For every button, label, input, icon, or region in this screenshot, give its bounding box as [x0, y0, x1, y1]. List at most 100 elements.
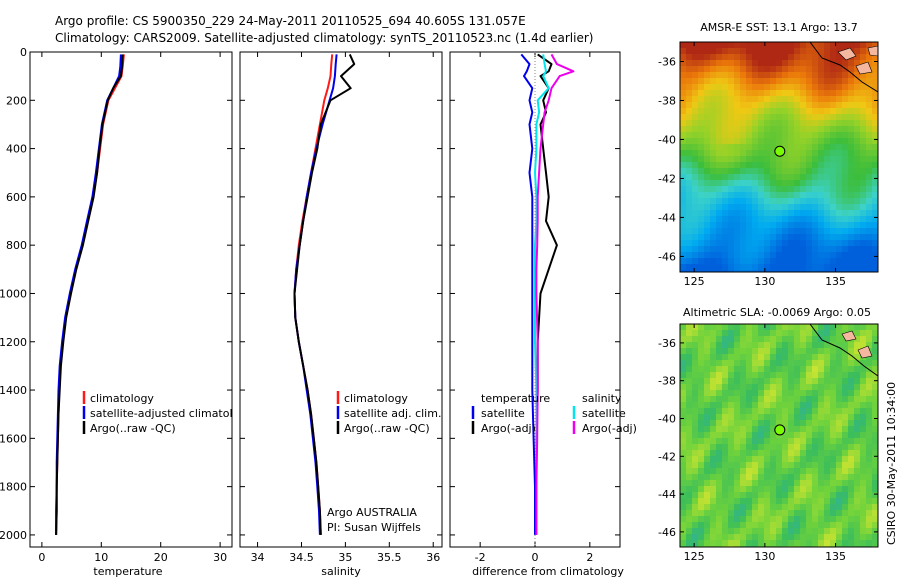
map-cell: [794, 240, 801, 247]
map-cell: [782, 366, 789, 373]
map-cell: [680, 174, 687, 181]
map-cell: [788, 372, 795, 379]
map-cell: [704, 324, 711, 331]
map-cell: [800, 168, 807, 175]
map-cell: [734, 180, 741, 187]
map-cell: [698, 486, 705, 493]
map-cell: [728, 150, 735, 157]
map-cell: [704, 252, 711, 259]
map-cell: [776, 324, 783, 331]
map-cell: [746, 480, 753, 487]
map-cell: [710, 66, 717, 73]
map-cell: [692, 390, 699, 397]
map-cell: [818, 492, 825, 499]
map-cell: [698, 456, 705, 463]
map-cell: [818, 48, 825, 55]
map-cell: [854, 378, 861, 385]
map-cell: [836, 156, 843, 163]
map-cell: [680, 234, 687, 241]
map-cell: [722, 60, 729, 67]
map-cell: [704, 414, 711, 421]
map-cell: [818, 234, 825, 241]
map-cell: [686, 264, 693, 271]
map-cell: [680, 204, 687, 211]
map-cell: [698, 324, 705, 331]
map-cell: [686, 360, 693, 367]
map-cell: [758, 510, 765, 517]
map-cell: [788, 486, 795, 493]
map-cell: [764, 264, 771, 271]
map-cell: [692, 510, 699, 517]
map-cell: [824, 468, 831, 475]
map-cell: [716, 450, 723, 457]
map-cell: [686, 486, 693, 493]
map-cell: [680, 528, 687, 535]
map-cell: [806, 126, 813, 133]
map-cell: [692, 348, 699, 355]
map-cell: [806, 456, 813, 463]
sla-map-panel: Altimetric SLA: -0.0069 Argo: 0.05 125 13…: [658, 306, 879, 563]
map-cell: [782, 330, 789, 337]
map-cell: [854, 450, 861, 457]
map-cell: [740, 456, 747, 463]
map-cell: [710, 114, 717, 121]
map-cell: [830, 522, 837, 529]
map-cell: [722, 534, 729, 541]
map-cell: [866, 438, 873, 445]
map-cell: [752, 336, 759, 343]
map-cell: [812, 462, 819, 469]
map-cell: [734, 486, 741, 493]
map-cell: [866, 78, 873, 85]
map-cell: [704, 444, 711, 451]
map-cell: [818, 192, 825, 199]
map-cell: [686, 72, 693, 79]
map-cell: [848, 348, 855, 355]
map-cell: [836, 456, 843, 463]
map-cell: [692, 474, 699, 481]
map-cell: [740, 474, 747, 481]
x-tick-label: 34.5: [289, 551, 314, 564]
map-cell: [716, 330, 723, 337]
map-cell: [692, 252, 699, 259]
map-cell: [698, 450, 705, 457]
map-cell: [728, 222, 735, 229]
map-cell: [806, 510, 813, 517]
land-patch: [857, 345, 873, 359]
map-cell: [734, 54, 741, 61]
map-cell: [740, 84, 747, 91]
map-cell: [806, 516, 813, 523]
map-cell: [836, 102, 843, 109]
map-cell: [710, 210, 717, 217]
map-cell: [842, 78, 849, 85]
map-cell: [722, 108, 729, 115]
map-cell: [848, 108, 855, 115]
map-cell: [788, 366, 795, 373]
map-cell: [722, 462, 729, 469]
map-cell: [824, 492, 831, 499]
map-cell: [812, 102, 819, 109]
map-cell: [812, 534, 819, 541]
map-cell: [770, 246, 777, 253]
map-cell: [722, 522, 729, 529]
map-cell: [734, 126, 741, 133]
series-line-argo-raw-qc-: [55, 54, 124, 535]
map-cell: [734, 120, 741, 127]
map-cell: [782, 402, 789, 409]
map-cell: [830, 198, 837, 205]
map-cell: [770, 204, 777, 211]
map-cell: [680, 102, 687, 109]
map-cell: [776, 84, 783, 91]
map-cell: [848, 90, 855, 97]
map-cell: [824, 378, 831, 385]
map-cell: [710, 366, 717, 373]
map-cell: [842, 342, 849, 349]
map-cell: [764, 180, 771, 187]
map-cell: [722, 468, 729, 475]
map-cell: [794, 102, 801, 109]
map-cell: [716, 360, 723, 367]
map-cell: [818, 162, 825, 169]
map-cell: [722, 474, 729, 481]
map-cell: [860, 426, 867, 433]
map-cell: [818, 456, 825, 463]
map-cell: [722, 330, 729, 337]
